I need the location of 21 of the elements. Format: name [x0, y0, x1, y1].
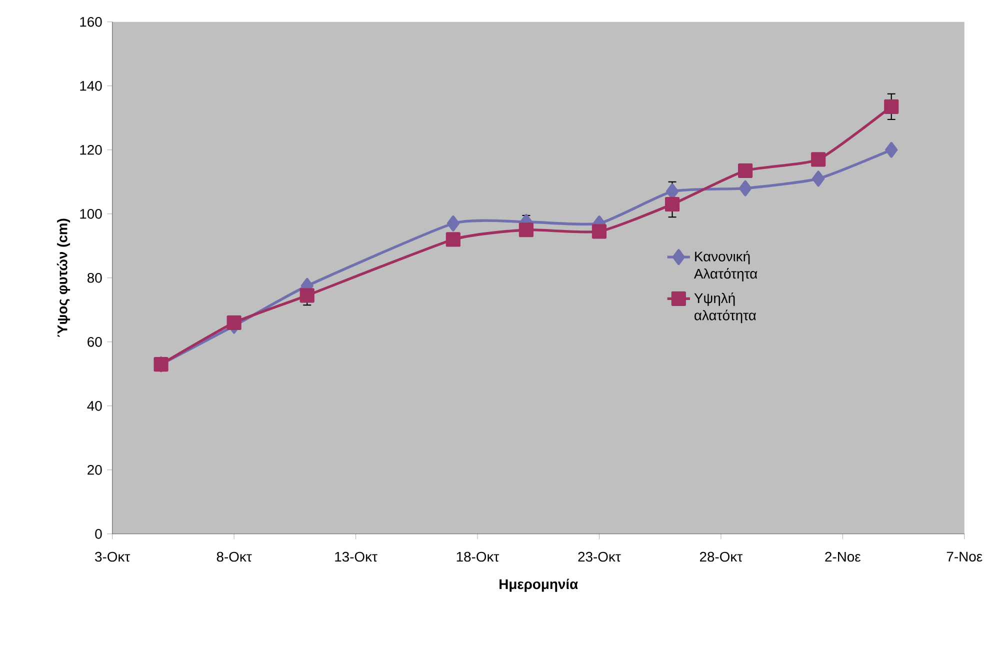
x-tick-label: 8-Οκτ — [216, 552, 252, 562]
y-tick-label: 80 — [87, 272, 102, 283]
x-tick-label: 3-Οκτ — [95, 552, 130, 562]
y-tick-label: 160 — [80, 16, 102, 27]
y-tick-label: 20 — [88, 464, 102, 475]
legend-label: Υψηλή αλατότητα — [694, 292, 756, 323]
x-axis-title: Ημερομηνία — [500, 578, 578, 592]
y-axis-title: Ύψος φυτών (cm) — [56, 218, 70, 337]
y-tick-label: 140 — [80, 80, 102, 91]
legend-label: Κανονική Αλατότητα — [694, 250, 758, 282]
x-tick-label: 13-Οκτ — [335, 552, 378, 562]
x-tick-label: 7-Νοε — [946, 552, 982, 562]
x-tick-label: 23-Οκτ — [578, 552, 621, 562]
y-tick-label: 60 — [88, 336, 102, 347]
x-tick-label: 2-Νοε — [825, 552, 861, 562]
x-tick-label: 18-Οκτ — [456, 552, 500, 562]
y-tick-label: 40 — [87, 400, 102, 411]
y-tick-label: 0 — [95, 528, 102, 539]
x-tick-label: 28-Οκτ — [700, 552, 743, 562]
y-tick-label: 120 — [80, 144, 102, 155]
y-tick-label: 100 — [80, 208, 102, 219]
